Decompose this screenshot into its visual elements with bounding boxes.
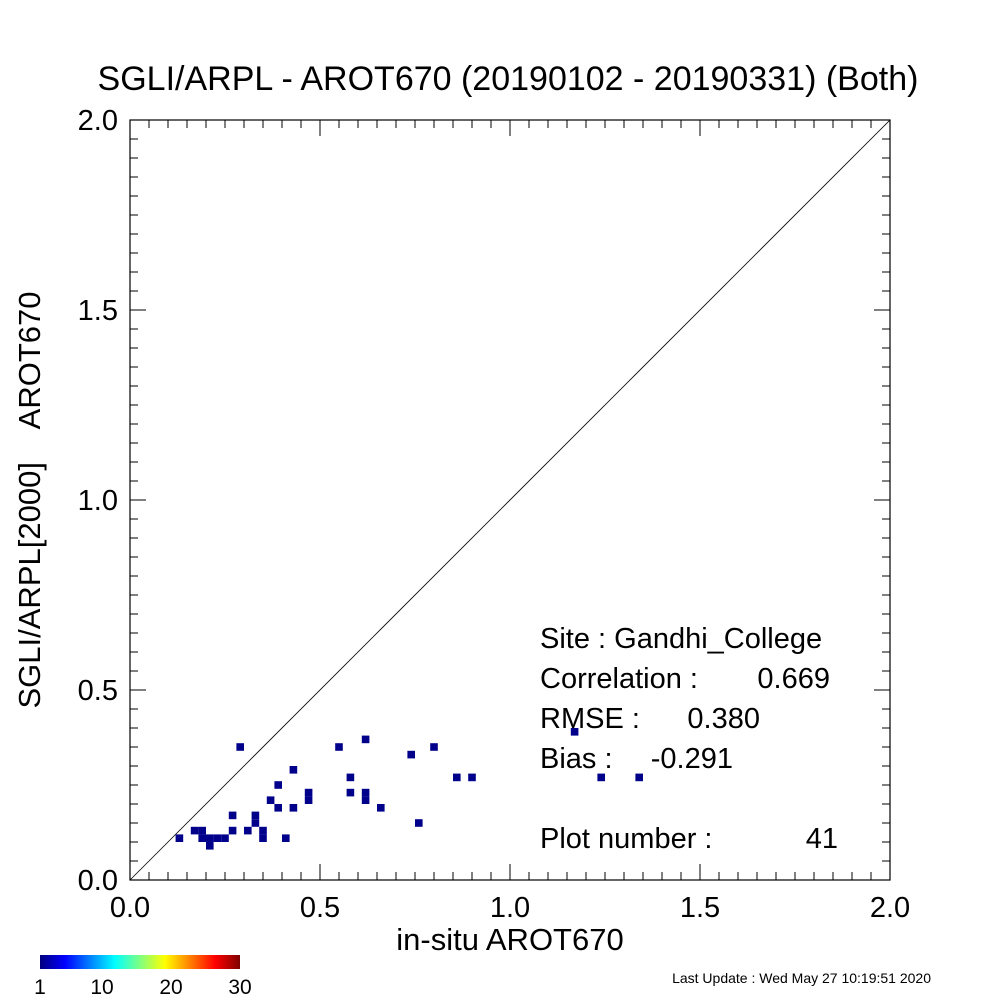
- data-point: [415, 819, 423, 827]
- data-point: [346, 773, 355, 782]
- data-point: [304, 788, 313, 797]
- data-point: [282, 834, 290, 842]
- colorbar-tick-label: 1: [34, 976, 46, 999]
- data-point: [430, 743, 438, 751]
- data-point: [259, 826, 267, 835]
- x-tick-label: 0.0: [110, 892, 150, 924]
- x-axis-label: in-situ AROT670: [396, 922, 623, 957]
- x-tick-label: 0.5: [300, 892, 340, 924]
- data-point: [213, 834, 222, 842]
- data-point: [175, 834, 184, 842]
- data-point: [597, 773, 605, 782]
- data-point: [346, 788, 355, 797]
- data-point: [453, 773, 461, 782]
- x-tick-label: 2.0: [870, 892, 910, 924]
- data-point: [228, 811, 237, 820]
- x-tick-label: 1.0: [490, 892, 530, 924]
- data-point: [259, 834, 267, 842]
- data-point: [236, 743, 244, 751]
- data-point: [198, 826, 206, 835]
- minor-ticks: [129, 119, 891, 881]
- y-tick-label: 1.5: [78, 295, 118, 327]
- stats-plot-number-value: 41: [806, 823, 838, 855]
- colorbar: 1 10 20 30: [34, 955, 252, 999]
- data-point: [244, 826, 252, 835]
- chart-title: SGLI/ARPL - AROT670 (20190102 - 20190331…: [98, 60, 919, 98]
- data-point: [251, 819, 260, 827]
- data-point: [468, 773, 476, 782]
- stats-box: Site : Gandhi_College Correlation : 0.66…: [540, 623, 838, 855]
- stats-plot-number-label: Plot number :: [540, 823, 712, 855]
- stats-site: Site : Gandhi_College: [540, 623, 822, 655]
- data-point: [407, 750, 415, 759]
- data-point: [335, 743, 343, 751]
- y-tick-labels: 0.0 0.5 1.0 1.5 2.0: [78, 105, 118, 897]
- y-axis-label: SGLI/ARPL[2000] AROT670: [12, 291, 47, 708]
- stats-rmse-label: RMSE :: [540, 703, 640, 735]
- data-point: [206, 842, 214, 850]
- data-point: [377, 804, 385, 812]
- data-point: [570, 728, 579, 736]
- y-tick-label: 0.0: [78, 865, 118, 897]
- data-point: [221, 834, 229, 842]
- stats-correlation-label: Correlation :: [540, 663, 698, 695]
- stats-bias-value: -0.291: [651, 743, 733, 775]
- data-point: [361, 796, 370, 804]
- stats-correlation-value: 0.669: [757, 663, 830, 695]
- x-tick-label: 1.5: [680, 892, 720, 924]
- y-tick-label: 1.0: [78, 485, 118, 517]
- data-point: [198, 834, 206, 842]
- x-tick-labels: 0.0 0.5 1.0 1.5 2.0: [110, 892, 910, 924]
- data-point: [228, 826, 237, 835]
- stats-bias-label: Bias :: [540, 743, 613, 775]
- stats-rmse-value: 0.380: [687, 703, 760, 735]
- colorbar-tick-labels: 1 10 20 30: [34, 976, 252, 999]
- data-point: [266, 796, 275, 804]
- data-point: [304, 796, 313, 804]
- colorbar-bar: [40, 955, 240, 969]
- colorbar-tick-label: 20: [159, 976, 182, 999]
- data-point: [361, 735, 370, 744]
- data-point: [190, 826, 199, 835]
- data-points: [175, 728, 643, 850]
- data-point: [635, 773, 643, 782]
- y-tick-label: 0.5: [78, 675, 118, 707]
- y-tick-label: 2.0: [78, 105, 118, 137]
- data-point: [206, 834, 214, 842]
- colorbar-tick-label: 10: [90, 976, 113, 999]
- data-point: [361, 788, 370, 797]
- data-point: [274, 781, 282, 789]
- data-point: [289, 766, 298, 774]
- data-point: [289, 804, 298, 812]
- data-point: [274, 804, 282, 812]
- data-point: [251, 811, 260, 820]
- colorbar-tick-label: 30: [228, 976, 251, 999]
- last-update-text: Last Update : Wed May 27 10:19:51 2020: [672, 970, 931, 986]
- one-to-one-line: [129, 119, 891, 881]
